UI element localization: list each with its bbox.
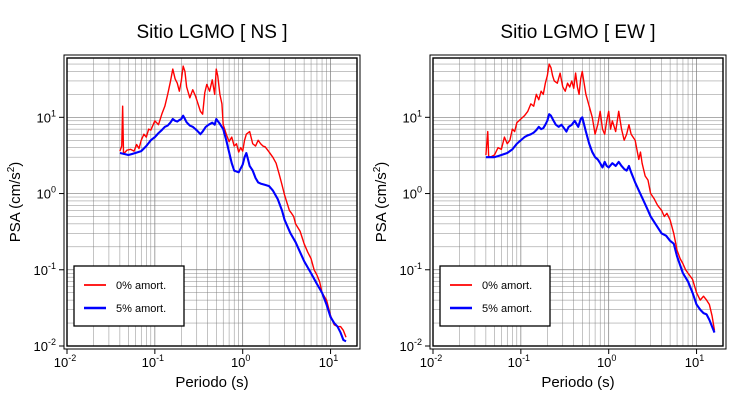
legend-label: 0% amort.: [482, 280, 532, 292]
series-line-damped: [485, 113, 716, 333]
y-axis-label: PSA (cm/s2): [372, 162, 390, 243]
y-axis-label: PSA (cm/s2): [6, 162, 24, 243]
y-tick-label: 100: [403, 185, 422, 202]
series-line-undamped: [485, 63, 716, 331]
series-line-undamped: [119, 65, 347, 338]
x-tick-label: 101: [319, 353, 338, 370]
y-tick-label: 10-1: [34, 261, 56, 278]
x-tick-label: 100: [231, 353, 250, 370]
x-tick-label: 10-2: [420, 353, 442, 370]
chart-ew-panel: 10-2 10-1 100 101 10-2 10-1 100 101 Sitio LGMO […: [372, 22, 727, 391]
x-axis-label: Periodo (s): [541, 374, 614, 391]
plot-frame-outer: [429, 54, 727, 350]
chart-title: Sitio LGMO [ NS ]: [137, 22, 288, 43]
plot-frame-outer: [63, 54, 361, 350]
y-tick-label: 10-1: [400, 261, 422, 278]
chart-title: Sitio LGMO [ EW ]: [500, 22, 655, 43]
y-tick-label: 101: [403, 108, 422, 125]
chart-ns-panel: 10-2 10-1 100 101 10-2 10-1 100 101 Sitio LGMO […: [6, 22, 361, 391]
x-axis-label: Periodo (s): [175, 374, 248, 391]
x-tick-label: 101: [685, 353, 704, 370]
plot-frame: [432, 57, 724, 347]
y-tick-label: 10-2: [34, 337, 56, 354]
legend-box: [439, 265, 551, 327]
x-tick-label: 10-1: [142, 353, 164, 370]
y-tick-label: 100: [37, 185, 56, 202]
y-tick-label: 101: [37, 108, 56, 125]
legend-box: [73, 265, 185, 327]
legend-label: 5% amort.: [482, 303, 532, 315]
legend-label: 5% amort.: [116, 303, 166, 315]
x-tick-label: 10-1: [508, 353, 530, 370]
series-line-damped: [119, 114, 347, 343]
legend-label: 0% amort.: [116, 280, 166, 292]
x-tick-label: 10-2: [54, 353, 76, 370]
y-tick-label: 10-2: [400, 337, 422, 354]
x-tick-label: 100: [597, 353, 616, 370]
plot-frame: [66, 57, 358, 347]
